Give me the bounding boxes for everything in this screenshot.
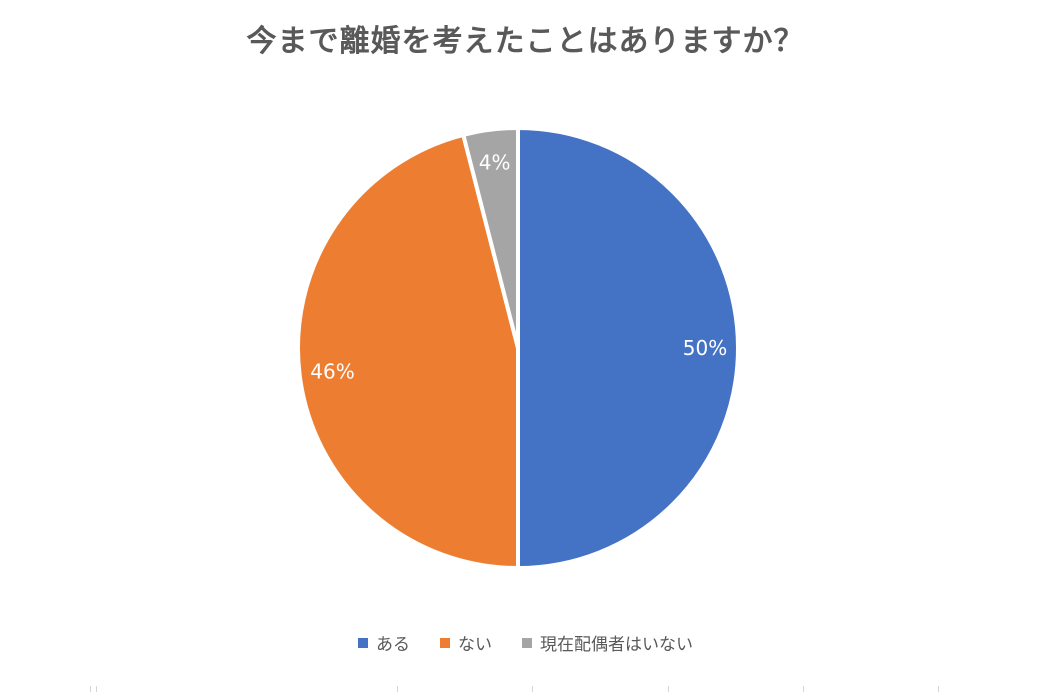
legend-label: ある: [376, 635, 410, 655]
gridline-tick: [90, 686, 91, 692]
legend-label: ない: [458, 635, 492, 655]
gridline-tick: [938, 686, 939, 692]
data-label: 46%: [310, 359, 354, 383]
pie-slice-2: [461, 126, 520, 350]
pie-slice-1: [296, 132, 520, 570]
chart-title: 今まで離婚を考えたことはありますか？: [246, 24, 805, 59]
gridline-tick: [96, 686, 97, 692]
data-label: 4%: [479, 151, 511, 175]
legend-swatch-icon: [440, 637, 450, 648]
legend-item-aru: ある: [358, 630, 410, 655]
pie-slice-0: [516, 126, 740, 570]
legend-item-genzai-haiguusha-wa-inai: 現在配偶者はいない: [522, 630, 693, 655]
legend-swatch-icon: [358, 637, 368, 648]
chart-legend: ある ない 現在配偶者はいない: [0, 630, 1051, 655]
gridline-ticks: [0, 686, 1051, 693]
gridline-tick: [532, 686, 533, 692]
legend-item-nai: ない: [440, 630, 492, 655]
data-label: 50%: [683, 336, 727, 360]
gridline-tick: [397, 686, 398, 692]
legend-swatch-icon: [522, 637, 532, 648]
gridline-tick: [803, 686, 804, 692]
legend-label: 現在配偶者はいない: [540, 635, 693, 655]
gridline-tick: [668, 686, 669, 692]
